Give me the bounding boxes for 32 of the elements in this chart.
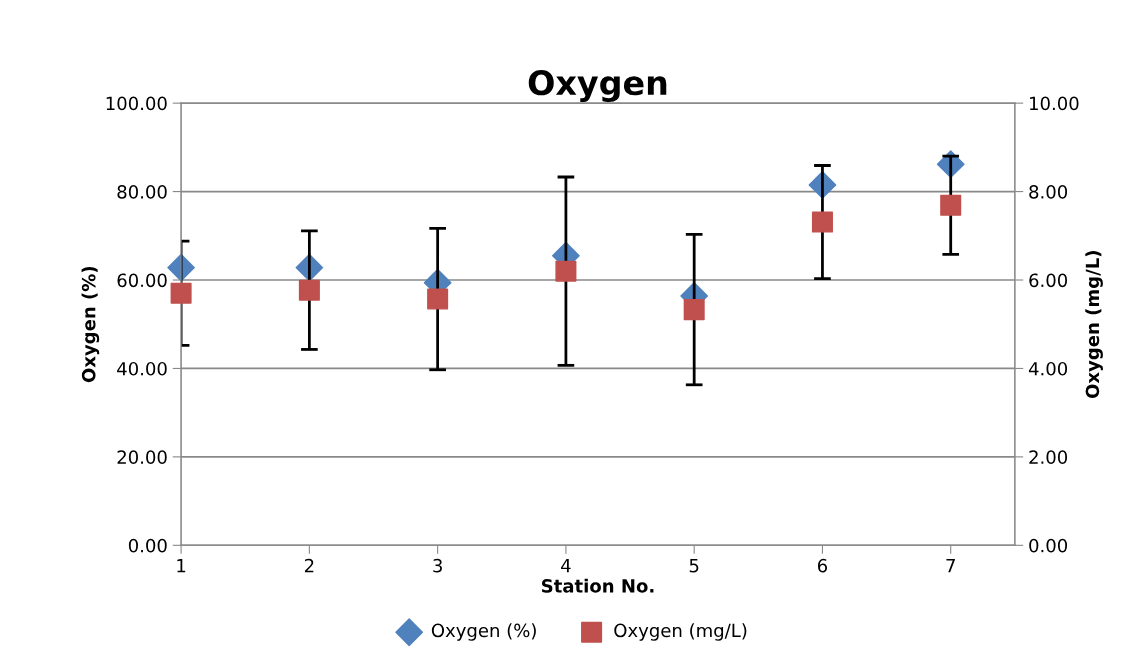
x-tick-label: 4: [561, 559, 571, 573]
y2-tick-label: 4.00: [1028, 361, 1068, 376]
y-tick-label: 20.00: [117, 450, 167, 464]
x-tick-label: 7: [946, 559, 955, 573]
legend-label: Oxygen (mg/L): [614, 623, 747, 641]
y2-axis-title: Oxygen (mg/L): [1085, 251, 1103, 399]
x-tick-label: 1: [177, 559, 186, 573]
y2-tick-label: 8.00: [1029, 185, 1068, 199]
y-tick-label: 60.00: [117, 273, 167, 288]
point: [811, 211, 833, 233]
x-tick-label: 3: [433, 558, 442, 573]
x-tick-label: 2: [304, 558, 314, 573]
point: [683, 299, 705, 321]
point: [298, 279, 320, 301]
point: [427, 288, 449, 310]
point: [940, 194, 962, 216]
y-tick-label: 100.00: [106, 96, 167, 111]
x-tick-label: 5: [689, 559, 699, 573]
y-axis-title: Oxygen (%): [81, 266, 100, 383]
y2-tick-label: 2.00: [1029, 450, 1068, 464]
y-tick-label: 80.00: [117, 185, 167, 199]
x-axis-title: Station No.: [541, 578, 654, 593]
point: [170, 282, 192, 304]
y-tick-label: 40.00: [117, 361, 167, 376]
point: [555, 260, 577, 282]
x-tick-label: 6: [817, 558, 828, 573]
y-tick-label: 0.00: [128, 538, 167, 553]
y2-tick-label: 10.00: [1030, 96, 1079, 111]
legend-label: Oxygen (%): [431, 623, 536, 641]
y2-tick-label: 0.00: [1029, 538, 1068, 553]
y2-tick-label: 6.00: [1029, 273, 1068, 288]
chart-title: Oxygen: [528, 70, 667, 103]
